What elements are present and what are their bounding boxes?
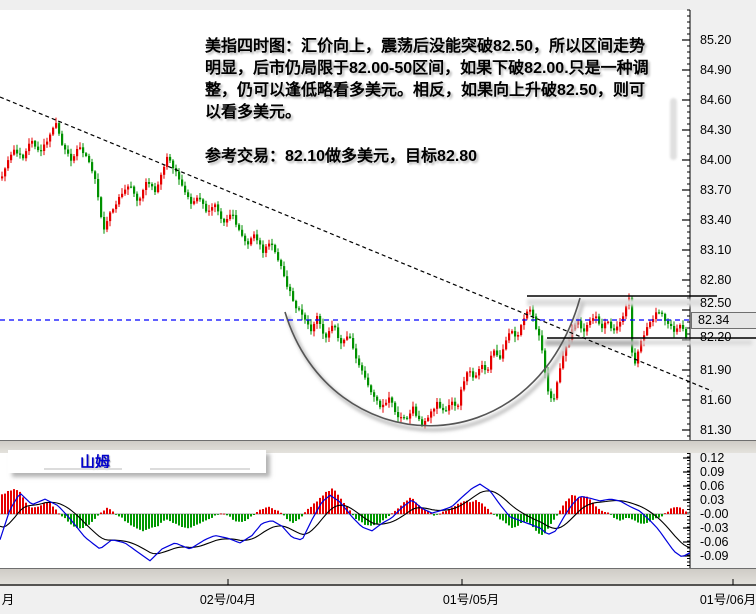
- indicator-axis-label: 0.12: [700, 450, 725, 465]
- time-axis-label: 01号/06月: [699, 593, 756, 607]
- price-axis-label: 81.60: [700, 393, 732, 407]
- indicator-name-label: 山姆: [80, 454, 111, 471]
- price-axis-label: 85.20: [700, 33, 732, 47]
- trade-note-line: 参考交易：82.10做多美元，目标82.80: [205, 148, 478, 165]
- indicator-axis-label: -0.09: [700, 549, 729, 563]
- time-axis-label: 02号/04月: [199, 593, 257, 607]
- indicator-axis-label: -0.06: [700, 535, 729, 549]
- price-axis-label: 84.60: [700, 93, 732, 107]
- indicator-axis-label: 0.09: [700, 464, 725, 479]
- note-line: 明显，后市仍局限于82.00-50区间，如果下破82.00.只是一种调: [205, 60, 649, 77]
- panel-splitter-upper[interactable]: [0, 440, 756, 453]
- price-axis-label: 84.90: [700, 63, 732, 77]
- top-strip: [0, 0, 756, 10]
- indicator-banner[interactable]: 山姆: [8, 450, 266, 473]
- indicator-axis-label: 0.06: [700, 478, 725, 493]
- note-line: 以看多美元。: [205, 104, 302, 121]
- panel-splitter-lower[interactable]: [0, 568, 756, 586]
- price-axis-label: 82.50: [700, 296, 732, 310]
- note-line: 整，仍可以逢低略看多美元。相反，如果向上升破82.50，则可: [205, 82, 646, 99]
- note-line: 美指四时图：汇价向上，震荡后没能突破82.50，所以区间走势: [205, 38, 646, 55]
- price-axis-label: 81.30: [700, 423, 732, 437]
- price-axis-label: 82.80: [700, 273, 732, 287]
- price-axis-label: 81.90: [700, 363, 732, 377]
- banner-smudge: [150, 468, 250, 470]
- price-axis-label: 82.20: [700, 330, 732, 344]
- main-chart-panel[interactable]: [0, 10, 690, 440]
- price-axis-label: 84.30: [700, 123, 732, 137]
- banner-smudge: [44, 468, 122, 470]
- indicator-axis-label: 0.03: [700, 492, 725, 507]
- current-price-tag: 82.34: [691, 312, 756, 329]
- text-shadow-artifact: [670, 98, 677, 160]
- price-axis-label: 83.10: [700, 243, 732, 257]
- indicator-axis-label: -0.00: [700, 507, 729, 521]
- time-axis-label: 01号/05月: [442, 593, 500, 607]
- time-axis-label: 月: [1, 593, 15, 607]
- analysis-note[interactable]: 美指四时图：汇价向上，震荡后没能突破82.50，所以区间走势 明显，后市仍局限于…: [205, 36, 710, 168]
- price-axis-label: 83.40: [700, 213, 732, 227]
- price-axis-label: 84.00: [700, 153, 732, 167]
- price-axis-label: 83.70: [700, 183, 732, 197]
- indicator-axis-label: -0.03: [700, 521, 729, 535]
